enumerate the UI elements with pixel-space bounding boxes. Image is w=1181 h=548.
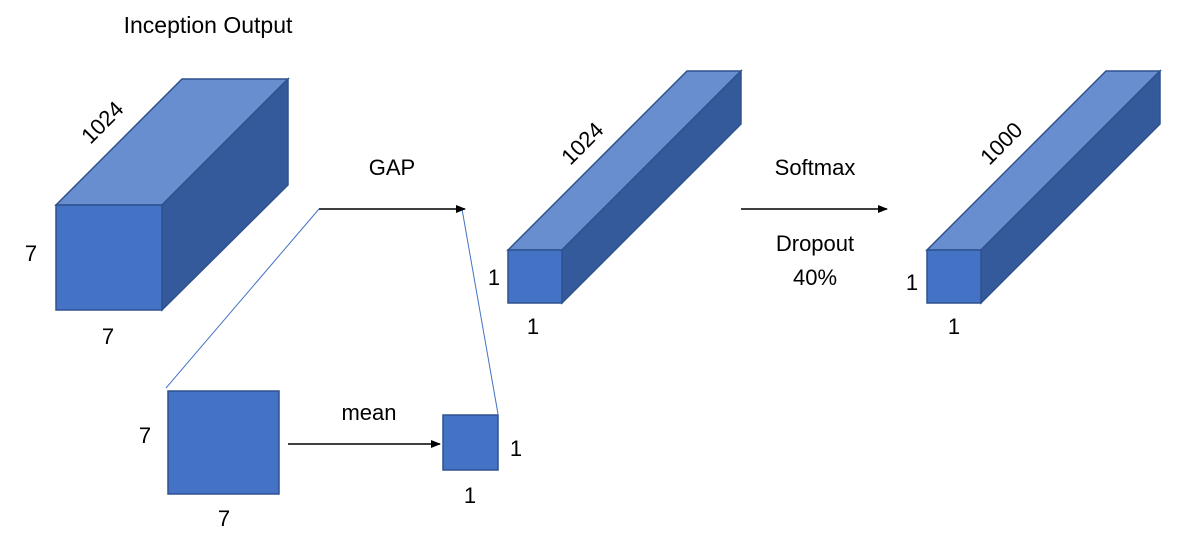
- diagram-title: Inception Output: [124, 12, 293, 38]
- slice-height-label: 7: [139, 423, 151, 448]
- softmax-output-height-label: 1: [906, 270, 918, 295]
- slice-square: [167, 390, 280, 495]
- softmax-label: Softmax: [775, 155, 856, 180]
- mean-result-width-label: 1: [464, 483, 476, 508]
- input-block-front-face: [55, 204, 163, 311]
- softmax-output-front-face: [926, 249, 982, 304]
- softmax-output-block: [925, 69, 1162, 305]
- gap-output-width-label: 1: [527, 314, 539, 339]
- gap-label: GAP: [369, 155, 415, 180]
- input-block-height-label: 7: [25, 241, 37, 266]
- dropout-rate-label: 40%: [793, 265, 837, 290]
- gap-output-front-face: [507, 249, 563, 304]
- mean-result-height-label: 1: [510, 436, 522, 461]
- dropout-label: Dropout: [776, 231, 854, 256]
- input-block: [54, 77, 290, 312]
- input-block-width-label: 7: [102, 324, 114, 349]
- slice-width-label: 7: [218, 506, 230, 531]
- softmax-output-width-label: 1: [948, 314, 960, 339]
- gap-output-block: [506, 69, 743, 305]
- mean-label: mean: [341, 400, 396, 425]
- slice-connector-left: [165, 208, 320, 389]
- mean-result-square: [442, 414, 499, 471]
- gap-output-height-label: 1: [488, 265, 500, 290]
- slice-connector-right: [461, 208, 499, 415]
